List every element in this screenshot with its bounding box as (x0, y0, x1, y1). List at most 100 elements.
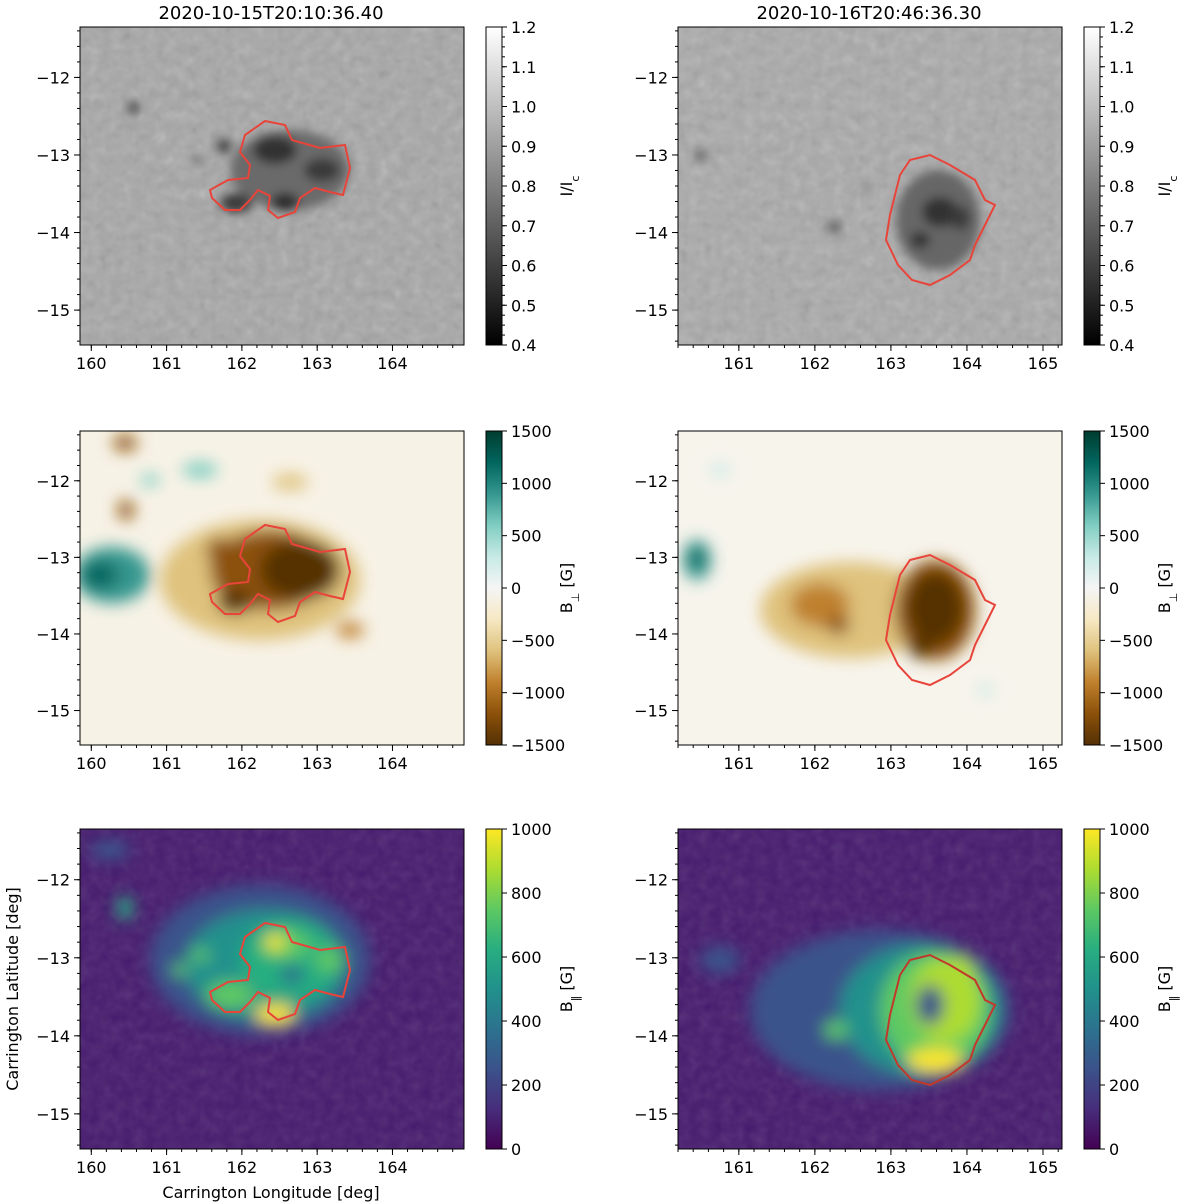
colorbar-tick-label: 0 (511, 1140, 521, 1159)
colorbar-gradient (1083, 26, 1101, 346)
x-tick-label: 162 (800, 1158, 831, 1177)
x-axis-label: Carrington Longitude [deg] (162, 1183, 379, 1202)
x-tick-label: 164 (377, 354, 408, 373)
y-tick-label: −13 (634, 548, 668, 567)
colorbar-tick-label: 600 (511, 948, 542, 967)
x-tick-label: 163 (876, 1158, 907, 1177)
colorbar-tick-label: −500 (511, 631, 555, 650)
colorbar-tick-label: 200 (1109, 1076, 1140, 1095)
colorbar-1: 0.4 0.5 0.6 0.7 0.8 0.9 1.0 1.1 1.2 I/Ic (1083, 18, 1180, 355)
colorbar-tick-label: 1.1 (1109, 58, 1134, 77)
intensity-map-left (79, 26, 465, 346)
y-tick-label: −14 (36, 224, 70, 243)
umbra-contour (208, 523, 352, 624)
y-tick-label: −15 (634, 702, 668, 721)
colorbar-tick-label: 1500 (1109, 422, 1150, 441)
x-tick-label: 163 (302, 1158, 333, 1177)
x-tick-label: 164 (952, 754, 983, 773)
colorbar-tick-label: −1500 (511, 736, 565, 755)
colorbar-tick-label: 1500 (511, 422, 552, 441)
x-tick-label: 161 (724, 354, 755, 373)
x-tick-label: 163 (302, 354, 333, 373)
colorbar-4: 0 200 400 600 800 1000 B‖ [G] (485, 820, 582, 1159)
colorbar-gradient (1083, 430, 1101, 746)
colorbar-tick-label: 0.4 (511, 336, 536, 355)
x-tick-label: 161 (724, 1158, 755, 1177)
colorbar-tick-label: −1000 (1109, 684, 1163, 703)
colorbar-tick-label: 0.6 (511, 257, 536, 276)
colorbar-tick-label: 0.8 (1109, 177, 1134, 196)
colorbar-tick-label: 1000 (511, 474, 552, 493)
y-tick-label: −12 (634, 871, 668, 890)
colorbar-tick-label: 0.8 (511, 177, 536, 196)
colorbar-tick-label: 1.1 (511, 58, 536, 77)
y-tick-label: −15 (634, 301, 668, 320)
x-tick-label: 161 (151, 754, 182, 773)
axes-panel-0: 160 161 162 163 164 −12 −13 −14 −15 (36, 30, 454, 373)
axes-panel-4: 160 161 162 163 164 −12 −13 −14 −15 (36, 832, 454, 1177)
colorbar-tick-label: 600 (1109, 948, 1140, 967)
x-tick-label: 160 (76, 1158, 107, 1177)
x-tick-label: 164 (377, 1158, 408, 1177)
colorbar-tick-label: 0 (511, 579, 521, 598)
colorbar-tick-label: −1500 (1109, 736, 1163, 755)
colorbar-2: −1500 −1000 −500 0 500 1000 1500 B⊥ [G] (485, 422, 582, 755)
umbra-contour (884, 553, 997, 687)
colorbar-tick-label: 0 (1109, 1140, 1119, 1159)
colorbar-tick-label: 1.0 (511, 98, 536, 117)
colorbar-tick-label: −500 (1109, 631, 1153, 650)
x-tick-label: 161 (724, 754, 755, 773)
colorbar-gradient (485, 828, 503, 1150)
colorbar-tick-label: 0.4 (1109, 336, 1134, 355)
y-tick-label: −15 (36, 702, 70, 721)
y-tick-label: −13 (36, 548, 70, 567)
x-tick-label: 164 (952, 1158, 983, 1177)
colorbar-0: 0.4 0.5 0.6 0.7 0.8 0.9 1.0 1.1 1.2 I/Ic (485, 18, 582, 355)
x-tick-label: 161 (151, 1158, 182, 1177)
x-tick-label: 160 (76, 754, 107, 773)
y-tick-label: −15 (36, 301, 70, 320)
colorbar-tick-label: 0.9 (511, 137, 536, 156)
x-tick-label: 162 (800, 754, 831, 773)
bperp-map-left (79, 430, 465, 746)
y-tick-label: −12 (36, 68, 70, 87)
colorbar-label: B‖ [G] (1155, 966, 1180, 1012)
x-tick-label: 162 (800, 354, 831, 373)
y-tick-label: −12 (36, 472, 70, 491)
y-tick-label: −14 (634, 224, 668, 243)
bpar-map-left (79, 828, 465, 1150)
colorbar-label: I/Ic (1155, 176, 1180, 197)
colorbar-tick-label: 0 (1109, 579, 1119, 598)
x-tick-label: 164 (377, 754, 408, 773)
colorbar-tick-label: 800 (1109, 884, 1140, 903)
y-tick-label: −15 (634, 1105, 668, 1124)
x-tick-label: 161 (151, 354, 182, 373)
colorbar-gradient (485, 26, 503, 346)
y-tick-label: −13 (634, 146, 668, 165)
y-tick-label: −12 (36, 871, 70, 890)
colorbar-tick-label: 500 (1109, 527, 1140, 546)
umbra-contour (884, 953, 997, 1087)
colorbar-gradient (485, 430, 503, 746)
y-tick-label: −14 (634, 1027, 668, 1046)
x-tick-label: 163 (876, 354, 907, 373)
y-axis-label: Carrington Latitude [deg] (3, 887, 22, 1090)
y-tick-label: −14 (36, 625, 70, 644)
colorbar-5: 0 200 400 600 800 1000 B‖ [G] (1083, 820, 1180, 1159)
x-tick-label: 163 (302, 754, 333, 773)
y-tick-label: −14 (36, 1027, 70, 1046)
colorbar-tick-label: 1.0 (1109, 98, 1134, 117)
bperp-map-right (677, 430, 1063, 746)
umbra-contour (884, 153, 997, 287)
colorbar-tick-label: 0.7 (511, 217, 536, 236)
panel-title-right: 2020-10-16T20:46:36.30 (756, 3, 981, 24)
colorbar-tick-label: 1000 (511, 820, 552, 839)
colorbar-tick-label: 0.5 (511, 296, 536, 315)
panel-title-left: 2020-10-15T20:10:36.40 (158, 3, 383, 24)
umbra-contour (208, 119, 352, 220)
colorbar-label: B‖ [G] (557, 966, 582, 1012)
axes-panel-5: 161 162 163 164 165 −12 −13 −14 −15 (634, 832, 1059, 1177)
axes-panel-1: 161 162 163 164 165 −12 −13 −14 −15 (634, 30, 1059, 373)
colorbar-tick-label: 0.9 (1109, 137, 1134, 156)
